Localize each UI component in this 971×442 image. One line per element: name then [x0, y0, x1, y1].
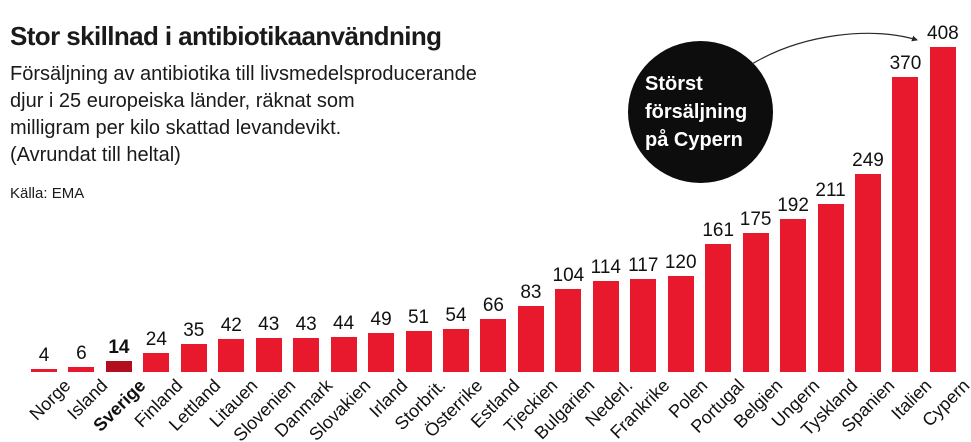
bar: [180, 344, 207, 372]
bar: [742, 233, 769, 372]
source-note: Källa: EMA: [10, 184, 85, 202]
bar-column: 24 Finland: [131, 329, 187, 431]
bar-column: 249 Spanien: [838, 150, 899, 436]
bar: [854, 174, 881, 372]
bar-column: 175 Belgien: [729, 209, 786, 432]
bar-value-label: 44: [333, 313, 355, 334]
bar-column: 54 Österrike: [421, 305, 487, 441]
bar: [705, 244, 732, 372]
bar-column: 43 Danmark: [271, 314, 337, 441]
callout-text: Störst försäljning på Cypern: [645, 73, 748, 151]
bar-value-label: 43: [258, 314, 280, 335]
bar-value-label: 6: [76, 343, 87, 364]
bar-value-label: 120: [664, 252, 697, 273]
bar: [31, 369, 57, 372]
bar-column: 83 Tjeckien: [500, 282, 562, 437]
bar-chart: 4 Norge 6 Island 14 Sverige 24 Finland 35 Lettlan…: [26, 0, 971, 442]
bar-value-label: 408: [927, 23, 959, 44]
bar: [592, 281, 619, 372]
bar: [68, 367, 95, 372]
bar-value-label: 51: [407, 307, 430, 328]
bar: [630, 279, 657, 372]
bar: [218, 339, 245, 372]
bar-value-label: 117: [628, 255, 659, 276]
chart-description: Försäljning av antibiotika till livsmede…: [10, 62, 477, 166]
bar: [555, 289, 582, 372]
bar-value-label: 24: [145, 329, 167, 350]
bar-value-label: 104: [552, 265, 585, 286]
bar-value-label: 4: [38, 345, 50, 366]
header: Stor skillnad i antibiotikaanvändning Fö…: [10, 10, 570, 202]
bar-value-label: 161: [702, 220, 735, 241]
bar: [667, 276, 694, 372]
bar-column: 44 Slovakien: [305, 313, 374, 442]
bar-column: 161 Portugal: [687, 220, 749, 437]
bar: [368, 333, 395, 372]
bar-value-label: 49: [370, 309, 392, 330]
bar-column: 117 Frankrike: [606, 255, 673, 442]
bar: [929, 47, 956, 372]
bar: [817, 204, 844, 372]
bar-value-label: 35: [183, 320, 205, 341]
bar: [405, 331, 432, 372]
bar-column: 120 Polen: [664, 252, 711, 422]
bar-column: 211 Tyskland: [797, 180, 861, 440]
bar-column: 43 Slovenien: [229, 314, 299, 442]
bar-column: 6 Island: [64, 343, 112, 423]
bar-value-label: 42: [220, 315, 242, 336]
bar-value-label: 249: [852, 150, 884, 171]
bar-column: 192 Ungern: [768, 195, 824, 431]
bar: [105, 361, 132, 372]
bar: [892, 77, 919, 372]
bar-value-label: 54: [445, 305, 467, 326]
bar-value-label: 211: [815, 180, 846, 201]
bar: [143, 353, 170, 372]
bar: [442, 329, 469, 372]
bar-column: 4 Norge: [26, 345, 75, 424]
bar-value-label: 14: [108, 337, 130, 358]
chart-title: Stor skillnad i antibiotikaanvändning: [10, 21, 442, 51]
bar-column: 42 Litauen: [206, 315, 262, 431]
bar-value-label: 66: [482, 295, 504, 316]
bar-column: 408 Cypern: [918, 23, 971, 430]
bar-column: 14 Sverige: [89, 337, 149, 435]
bar: [480, 319, 507, 372]
bar: [293, 338, 320, 372]
bar-value-label: 114: [590, 257, 621, 278]
bar-value-label: 175: [739, 209, 772, 230]
bar: [330, 337, 357, 372]
bar-column: 104 Bulgarien: [531, 265, 599, 442]
bar-column: 370 Italien: [888, 53, 936, 423]
bar-value-label: 192: [777, 195, 809, 216]
bar-column: 35 Lettland: [165, 320, 224, 435]
callout-bubble: Störst försäljning på Cypern: [628, 41, 773, 183]
bar-column: 49 Irland: [366, 309, 412, 421]
bar-value-label: 43: [295, 314, 317, 335]
bar-column: 51 Storbrit.: [390, 307, 449, 434]
bar-value-label: 370: [889, 53, 922, 74]
bar: [780, 219, 807, 372]
bar: [517, 306, 544, 372]
bar-column: 66 Estland: [467, 295, 524, 432]
bar-value-label: 83: [520, 282, 542, 303]
bar-column: 114 Nederl.: [581, 257, 636, 430]
bar: [255, 338, 282, 372]
